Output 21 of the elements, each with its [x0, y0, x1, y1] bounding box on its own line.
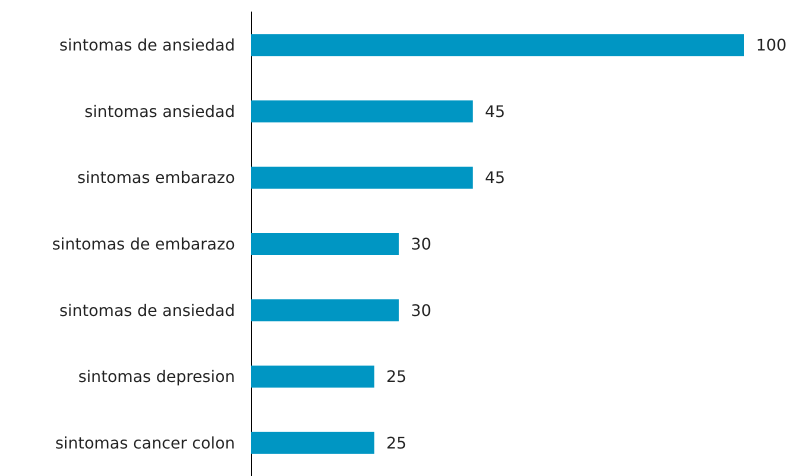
bar: [251, 100, 473, 122]
y-tick-label: sintomas cancer colon: [55, 433, 235, 452]
bar: [251, 366, 374, 388]
y-tick-label: sintomas depresion: [78, 367, 235, 386]
data-label: 45: [484, 168, 506, 188]
y-tick-label: sintomas embarazo: [77, 168, 235, 188]
y-tick-label: sintomas de embarazo: [52, 234, 235, 254]
bar: [251, 233, 399, 255]
data-label: 30: [410, 234, 432, 254]
y-tick-label: sintomas de ansiedad: [59, 36, 235, 55]
data-label: 100: [756, 36, 787, 55]
y-tick-label: sintomas de ansiedad: [59, 300, 235, 320]
data-label: 25: [386, 433, 407, 452]
data-label: 45: [484, 102, 506, 121]
data-label: 30: [410, 300, 432, 320]
bar: [251, 299, 399, 322]
bar: [251, 34, 744, 56]
y-tick-label: sintomas ansiedad: [84, 102, 235, 121]
bar: [251, 166, 473, 189]
data-label: 25: [386, 367, 407, 386]
bar: [251, 432, 374, 454]
